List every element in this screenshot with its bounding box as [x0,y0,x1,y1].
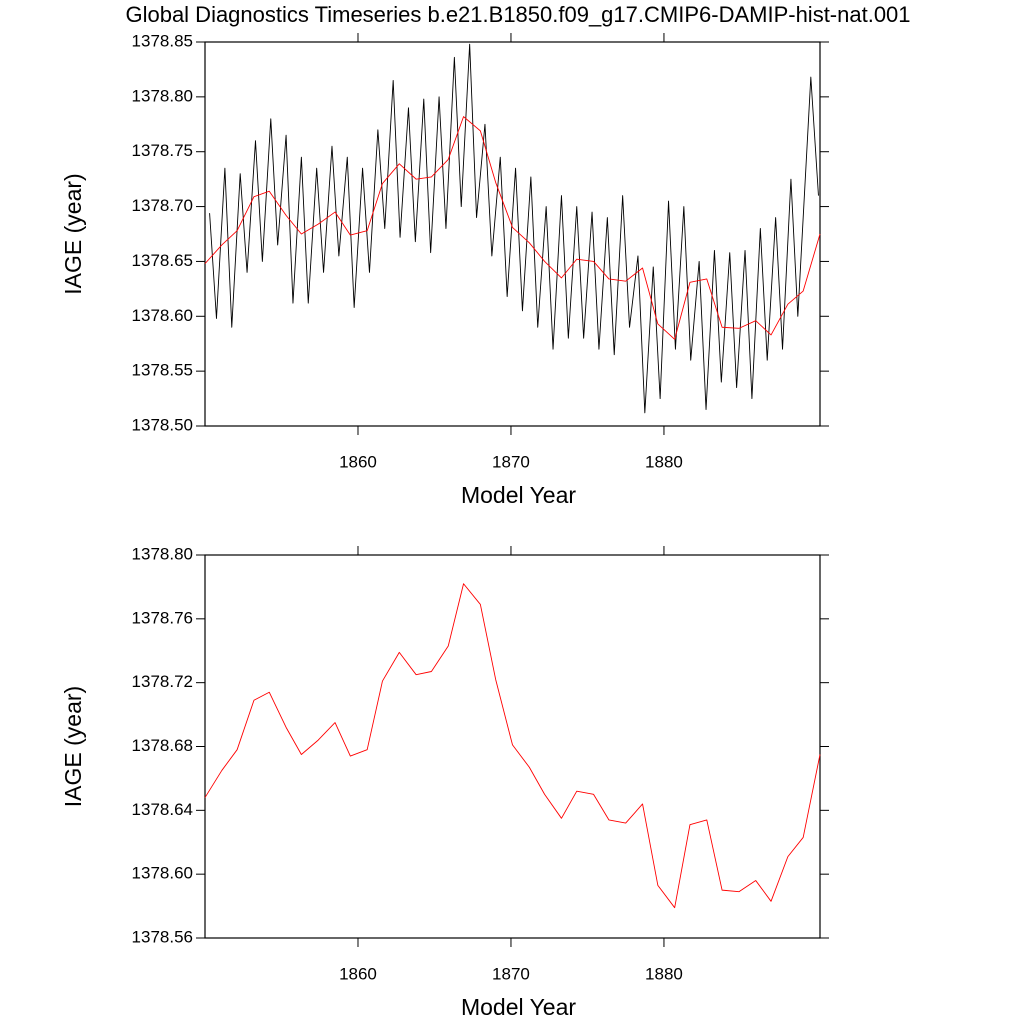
y-tick-label: 1378.70 [132,196,193,215]
y-tick-label: 1378.85 [132,31,193,50]
x-tick-label: 1860 [339,964,377,983]
y-tick-label: 1378.64 [132,800,193,819]
x-tick-label: 1860 [339,452,377,471]
y-tick-label: 1378.55 [132,361,193,380]
data-line [209,43,819,414]
y-tick-label: 1378.60 [132,306,193,325]
y-tick-label: 1378.72 [132,672,193,691]
chart-title: Global Diagnostics Timeseries b.e21.B185… [125,2,910,27]
y-tick-label: 1378.68 [132,736,193,755]
x-tick-label: 1870 [492,452,530,471]
y-tick-label: 1378.76 [132,608,193,627]
x-axis-title: Model Year [461,482,576,508]
x-tick-label: 1880 [645,452,683,471]
y-tick-label: 1378.65 [132,251,193,270]
data-line [204,116,821,340]
y-axis-title: IAGE (year) [60,173,86,294]
x-tick-label: 1880 [645,964,683,983]
y-axis-title: IAGE (year) [60,686,86,807]
y-tick-label: 1378.80 [132,544,193,563]
x-axis-title: Model Year [461,994,576,1020]
y-tick-label: 1378.50 [132,415,193,434]
y-tick-label: 1378.75 [132,141,193,160]
data-line [204,583,821,909]
x-tick-label: 1870 [492,964,530,983]
y-tick-label: 1378.60 [132,864,193,883]
y-tick-label: 1378.56 [132,927,193,946]
y-tick-label: 1378.80 [132,86,193,105]
